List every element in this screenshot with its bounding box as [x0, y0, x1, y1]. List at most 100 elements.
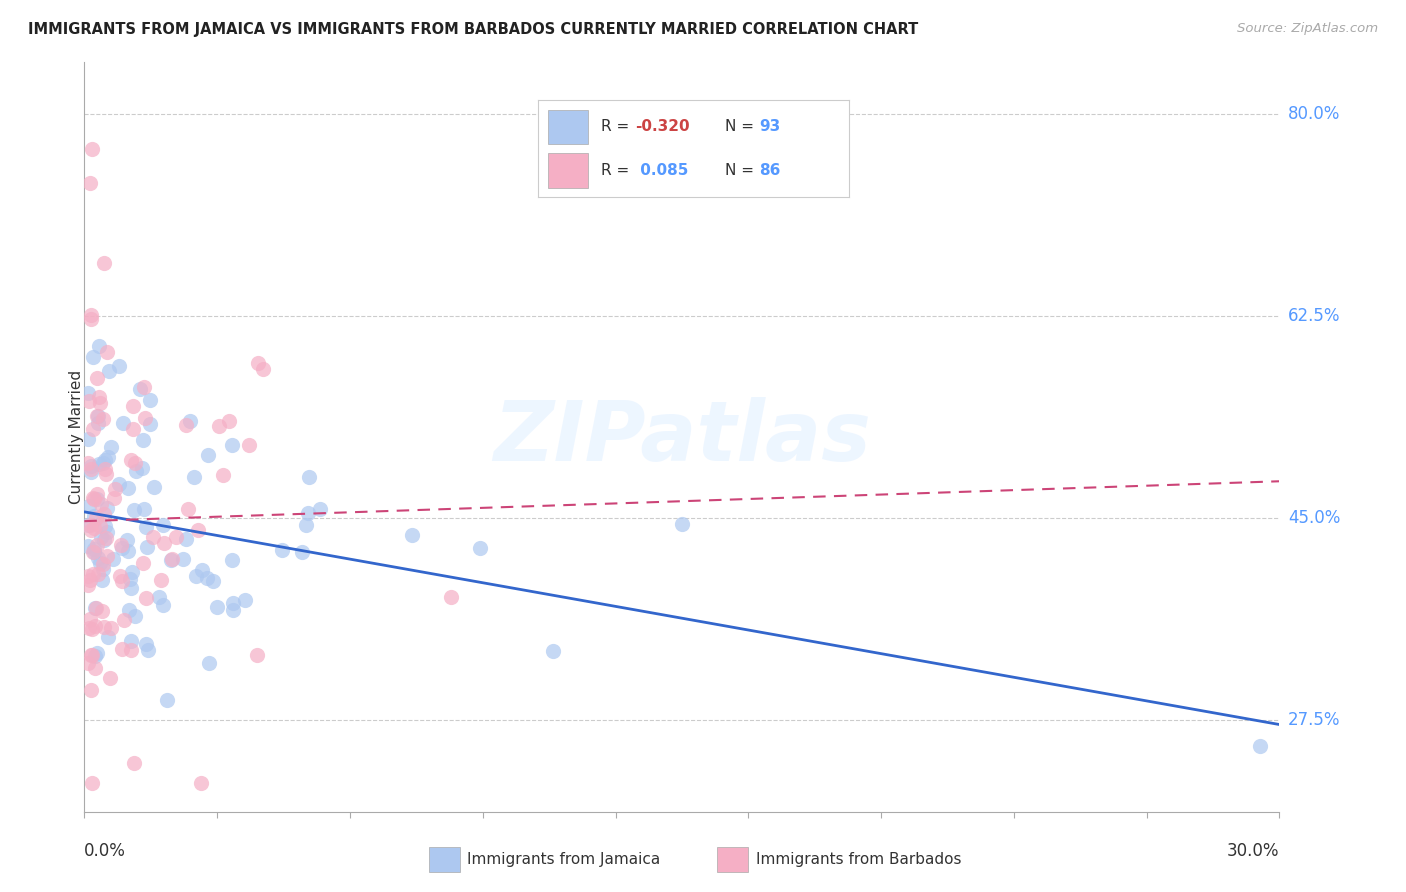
- Point: [671, 516, 693, 531]
- Point: [309, 502, 332, 516]
- Point: [195, 571, 218, 585]
- Point: [135, 637, 157, 651]
- Point: [177, 502, 200, 516]
- Text: Immigrants from Jamaica: Immigrants from Jamaica: [467, 853, 659, 867]
- Point: [191, 563, 214, 577]
- Point: [77, 517, 100, 532]
- Point: [117, 533, 139, 547]
- Point: [80, 308, 103, 322]
- Point: [139, 392, 162, 407]
- Point: [212, 468, 235, 483]
- Point: [84, 601, 107, 615]
- Point: [97, 450, 120, 464]
- Point: [90, 497, 112, 511]
- Point: [77, 578, 100, 592]
- Point: [120, 643, 142, 657]
- Point: [135, 520, 157, 534]
- Point: [124, 608, 146, 623]
- Point: [98, 671, 121, 685]
- Point: [246, 648, 269, 662]
- Point: [89, 390, 111, 404]
- Point: [174, 417, 197, 432]
- Point: [117, 481, 139, 495]
- Point: [97, 364, 120, 378]
- Y-axis label: Currently Married: Currently Married: [69, 370, 83, 504]
- Point: [83, 545, 105, 559]
- Point: [118, 603, 141, 617]
- Point: [221, 603, 243, 617]
- Point: [1249, 739, 1271, 754]
- Point: [108, 477, 131, 491]
- Point: [160, 553, 183, 567]
- Point: [174, 533, 197, 547]
- Point: [111, 541, 134, 556]
- Point: [152, 598, 174, 612]
- Point: [77, 456, 100, 470]
- Text: Immigrants from Barbados: Immigrants from Barbados: [756, 853, 962, 867]
- Point: [165, 530, 187, 544]
- Point: [122, 756, 145, 770]
- Point: [222, 596, 245, 610]
- Point: [298, 470, 321, 484]
- Point: [218, 415, 240, 429]
- Point: [87, 416, 110, 430]
- Text: 80.0%: 80.0%: [1288, 105, 1340, 123]
- Point: [77, 432, 100, 446]
- Point: [87, 339, 110, 353]
- Point: [117, 544, 139, 558]
- Point: [90, 604, 112, 618]
- Text: Source: ZipAtlas.com: Source: ZipAtlas.com: [1237, 22, 1378, 36]
- Point: [84, 601, 107, 615]
- Point: [121, 422, 143, 436]
- Point: [79, 518, 101, 533]
- Point: [89, 556, 111, 570]
- Point: [156, 693, 179, 707]
- Point: [238, 438, 260, 452]
- Point: [82, 350, 104, 364]
- Point: [111, 574, 134, 589]
- Point: [80, 459, 103, 474]
- Point: [160, 551, 183, 566]
- Point: [197, 448, 219, 462]
- Point: [221, 552, 243, 566]
- Point: [179, 415, 201, 429]
- Point: [118, 572, 141, 586]
- Point: [96, 501, 118, 516]
- Point: [103, 483, 125, 497]
- Point: [80, 648, 103, 662]
- Point: [87, 551, 110, 566]
- Point: [295, 517, 318, 532]
- Point: [87, 409, 110, 423]
- Point: [96, 524, 118, 539]
- Point: [83, 521, 105, 535]
- Point: [82, 491, 104, 505]
- Point: [89, 518, 111, 533]
- Point: [183, 470, 205, 484]
- Point: [205, 600, 228, 615]
- Point: [80, 623, 103, 637]
- Point: [122, 399, 145, 413]
- Point: [79, 574, 101, 588]
- Point: [86, 646, 108, 660]
- Point: [80, 142, 103, 156]
- Point: [80, 524, 103, 538]
- Point: [80, 311, 103, 326]
- Point: [221, 438, 243, 452]
- Point: [190, 776, 212, 790]
- Point: [149, 573, 172, 587]
- Point: [135, 540, 157, 554]
- Point: [100, 621, 122, 635]
- Point: [120, 452, 142, 467]
- Point: [143, 480, 166, 494]
- Point: [93, 507, 115, 521]
- Point: [103, 491, 125, 505]
- Point: [139, 417, 162, 431]
- Point: [96, 345, 118, 359]
- Point: [233, 593, 256, 607]
- Point: [132, 380, 155, 394]
- Point: [80, 776, 103, 790]
- Point: [86, 487, 108, 501]
- Point: [94, 462, 117, 476]
- Point: [86, 409, 108, 424]
- Point: [83, 661, 105, 675]
